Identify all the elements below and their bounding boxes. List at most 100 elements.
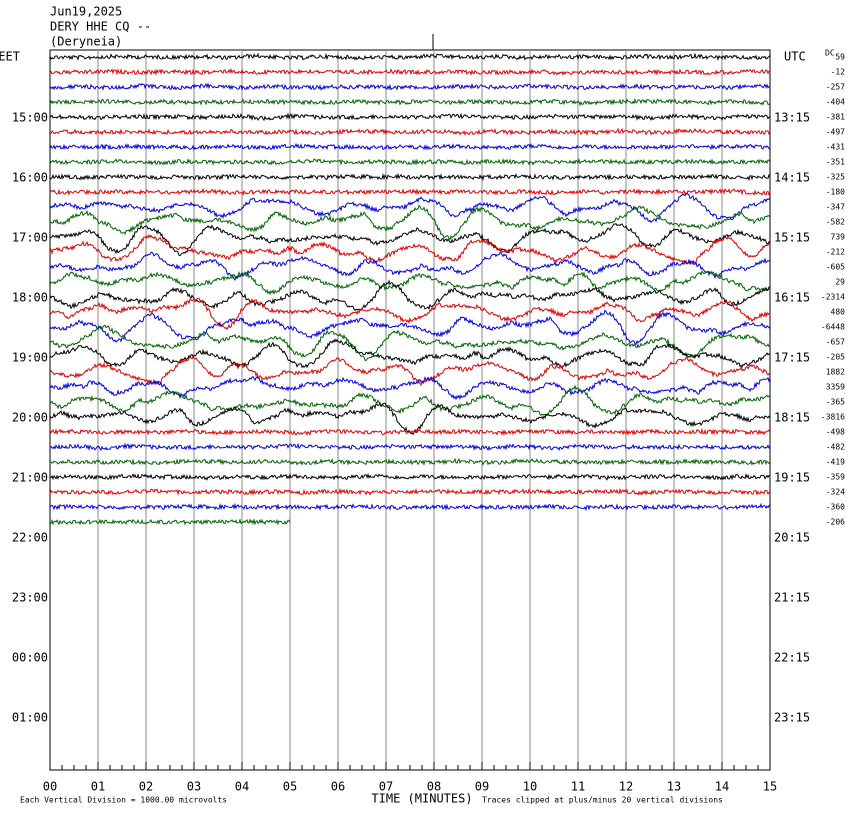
dc-offset: -381 [826, 113, 845, 122]
dc-offset: -498 [826, 428, 845, 437]
dc-offset: -12 [831, 68, 846, 77]
x-tick-label: 13 [667, 780, 681, 794]
trace [49, 487, 771, 497]
x-tick-label: 02 [139, 780, 153, 794]
dc-offset: -404 [826, 98, 845, 107]
right-axis-label: UTC [784, 50, 806, 64]
dc-offset: -257 [826, 83, 845, 92]
dc-offset: -419 [826, 458, 845, 467]
trace [49, 427, 771, 437]
trace [49, 127, 771, 137]
trace [49, 97, 771, 107]
right-time-label: 19:15 [774, 471, 810, 485]
dc-offset: -180 [826, 188, 845, 197]
left-time-label: 15:00 [12, 111, 48, 125]
dc-offset: 59 [835, 53, 845, 62]
trace [49, 223, 771, 257]
dc-offset: 480 [831, 308, 846, 317]
left-time-label: 23:00 [12, 591, 48, 605]
trace [49, 187, 771, 197]
left-time-label: 18:00 [12, 291, 48, 305]
left-time-label: 21:00 [12, 471, 48, 485]
left-time-label: 19:00 [12, 351, 48, 365]
location: (Deryneia) [50, 35, 122, 49]
right-time-label: 13:15 [774, 111, 810, 125]
left-axis-label: EET [0, 50, 20, 64]
right-time-label: 20:15 [774, 531, 810, 545]
dc-offset: -3816 [821, 413, 845, 422]
dc-offset: -605 [826, 263, 845, 272]
trace [49, 251, 771, 282]
dc-offset: -206 [826, 518, 845, 527]
right-time-label: 15:15 [774, 231, 810, 245]
dc-offset: -205 [826, 353, 845, 362]
trace [49, 457, 771, 467]
clip-note: Traces clipped at plus/minus 20 vertical… [482, 796, 723, 805]
dc-offset: 739 [831, 233, 846, 242]
x-tick-label: 12 [619, 780, 633, 794]
x-tick-label: 01 [91, 780, 105, 794]
x-tick-label: 14 [715, 780, 729, 794]
trace [49, 442, 771, 452]
x-tick-label: 06 [331, 780, 345, 794]
dc-offset: -212 [826, 248, 845, 257]
trace [49, 309, 771, 346]
x-tick-label: 15 [763, 780, 777, 794]
right-time-label: 18:15 [774, 411, 810, 425]
trace [49, 472, 771, 481]
right-time-label: 16:15 [774, 291, 810, 305]
trace [49, 193, 771, 224]
left-time-label: 01:00 [12, 711, 48, 725]
x-tick-label: 08 [427, 780, 441, 794]
x-tick-label: 07 [379, 780, 393, 794]
left-time-label: 22:00 [12, 531, 48, 545]
left-time-label: 00:00 [12, 651, 48, 665]
dc-offset: -359 [826, 473, 845, 482]
trace [49, 52, 771, 61]
trace [49, 384, 771, 417]
dc-offset: -325 [826, 173, 845, 182]
left-time-label: 20:00 [12, 411, 48, 425]
dc-offset: -582 [826, 218, 845, 227]
dc-offset: -324 [826, 488, 845, 497]
left-time-label: 16:00 [12, 171, 48, 185]
x-tick-label: 04 [235, 780, 249, 794]
x-tick-label: 03 [187, 780, 201, 794]
dc-offset: -431 [826, 143, 845, 152]
dc-offset: -365 [826, 398, 845, 407]
dc-offset: -347 [826, 203, 845, 212]
x-tick-label: 11 [571, 780, 585, 794]
trace [49, 324, 770, 362]
x-tick-label: 09 [475, 780, 489, 794]
trace [49, 157, 771, 167]
dc-offset: 1882 [826, 368, 845, 377]
trace [49, 375, 771, 401]
trace [49, 67, 771, 76]
trace [49, 172, 771, 182]
dc-offset: -360 [826, 503, 845, 512]
dc-offset: 29 [835, 278, 845, 287]
right-time-label: 17:15 [774, 351, 810, 365]
x-tick-label: 05 [283, 780, 297, 794]
right-time-label: 21:15 [774, 591, 810, 605]
trace [49, 279, 771, 312]
left-time-label: 17:00 [12, 231, 48, 245]
trace [49, 502, 771, 512]
trace [49, 517, 291, 526]
trace [49, 82, 771, 92]
dc-offset: 3359 [826, 383, 845, 392]
dc-offset: -482 [826, 443, 845, 452]
dc-offset: -657 [826, 338, 845, 347]
station: DERY HHE CQ -- [50, 20, 151, 34]
dc-offset: -497 [826, 128, 845, 137]
plot-frame [49, 49, 771, 771]
trace [49, 142, 771, 151]
trace [49, 204, 771, 241]
trace [49, 338, 771, 370]
dc-offset: -6448 [821, 323, 845, 332]
right-time-label: 14:15 [774, 171, 810, 185]
dc-offset: -351 [826, 158, 845, 167]
x-axis-label: TIME (MINUTES) [371, 792, 472, 806]
right-time-label: 23:15 [774, 711, 810, 725]
